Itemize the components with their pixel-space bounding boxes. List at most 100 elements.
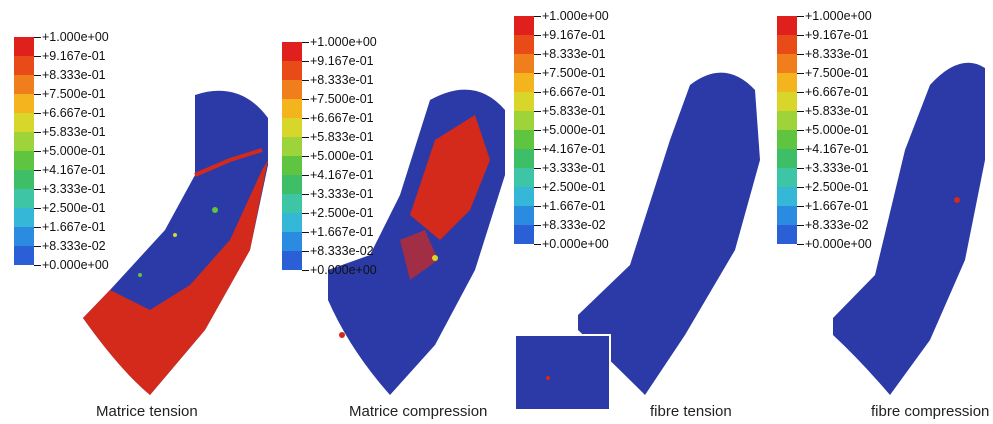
legend-value-label: +8.333e-02 (310, 244, 374, 258)
legend-color-band (514, 130, 534, 149)
legend-tick (34, 246, 41, 247)
legend-color-band (14, 170, 34, 189)
legend-color-band (777, 225, 797, 244)
legend-color-band (777, 168, 797, 187)
legend-color-band (282, 213, 302, 232)
legend-color-band (777, 149, 797, 168)
legend-tick (797, 54, 804, 55)
legend-value-label: +8.333e-01 (42, 68, 106, 82)
legend-tick (34, 75, 41, 76)
legend-tick (797, 130, 804, 131)
legend-color-band (777, 130, 797, 149)
legend-color-band (514, 16, 534, 35)
tube-model-matrice-compression (328, 89, 505, 395)
legend-tick (797, 111, 804, 112)
legend-color-band (14, 37, 34, 56)
caption-fibre-compression: fibre compression (871, 403, 990, 420)
legend-color-band (514, 73, 534, 92)
legend-tick (534, 187, 541, 188)
caption-matrice-tension: Matrice tension (96, 403, 198, 420)
legend-value-label: +1.667e-01 (310, 225, 374, 239)
legend-tick (302, 232, 309, 233)
legend-value-label: +8.333e-01 (805, 47, 869, 61)
legend-color-band (282, 194, 302, 213)
legend-value-label: +1.667e-01 (42, 220, 106, 234)
legend-value-label: +0.000e+00 (542, 237, 609, 251)
legend-color-band (777, 35, 797, 54)
panel-fibre-tension: +1.000e+00 +9.167e-01 +8.333e-01 +7.500e-01… (510, 0, 765, 424)
legend-value-label: +8.333e-02 (42, 239, 106, 253)
legend-tick (302, 175, 309, 176)
legend-value-label: +1.000e+00 (42, 30, 109, 44)
legend-tick (797, 206, 804, 207)
legend-value-label: +9.167e-01 (310, 54, 374, 68)
legend-tick (34, 189, 41, 190)
panel-fibre-compression: +1.000e+00 +9.167e-01 +8.333e-01 +7.500e-01… (765, 0, 993, 424)
legend-value-label: +7.500e-01 (542, 66, 606, 80)
legend-tick (534, 73, 541, 74)
legend-tick (534, 111, 541, 112)
legend-tick (534, 130, 541, 131)
legend-tick (797, 16, 804, 17)
legend-value-label: +7.500e-01 (805, 66, 869, 80)
legend-color-band (777, 111, 797, 130)
legend-value-label: +2.500e-01 (42, 201, 106, 215)
legend-value-label: +9.167e-01 (42, 49, 106, 63)
legend-tick (534, 225, 541, 226)
legend-color-band (282, 118, 302, 137)
legend-color-band (282, 232, 302, 251)
tube-model-matrice-tension (83, 90, 268, 396)
legend-value-label: +0.000e+00 (310, 263, 377, 277)
legend-value-label: +6.667e-01 (542, 85, 606, 99)
tube-model-fibre-tension (514, 72, 760, 411)
legend-color-band (777, 187, 797, 206)
legend-tick (302, 213, 309, 214)
legend-value-label: +4.167e-01 (542, 142, 606, 156)
legend-value-label: +0.000e+00 (42, 258, 109, 272)
legend-value-label: +7.500e-01 (42, 87, 106, 101)
legend-color-band (14, 132, 34, 151)
legend-tick (302, 80, 309, 81)
legend-color-band (282, 99, 302, 118)
legend-tick (34, 208, 41, 209)
legend-value-label: +5.833e-01 (310, 130, 374, 144)
legend-tick (797, 187, 804, 188)
legend-value-label: +5.000e-01 (310, 149, 374, 163)
legend-tick (534, 16, 541, 17)
legend-color-band (282, 61, 302, 80)
legend-color-band (777, 92, 797, 111)
legend-color-band (777, 16, 797, 35)
legend-value-label: +9.167e-01 (542, 28, 606, 42)
legend-tick (302, 42, 309, 43)
legend-value-label: +7.500e-01 (310, 92, 374, 106)
legend-tick (34, 265, 41, 266)
legend-color-band (514, 92, 534, 111)
legend-tick (534, 206, 541, 207)
legend-value-label: +2.500e-01 (310, 206, 374, 220)
legend-tick (797, 73, 804, 74)
legend-tick (34, 56, 41, 57)
legend-color-band (514, 35, 534, 54)
legend-tick (302, 270, 309, 271)
legend-color-band (514, 206, 534, 225)
legend-value-label: +8.333e-01 (310, 73, 374, 87)
legend-value-label: +5.000e-01 (805, 123, 869, 137)
legend-tick (534, 168, 541, 169)
legend-value-label: +3.333e-01 (542, 161, 606, 175)
legend-color-band (14, 75, 34, 94)
legend-tick (797, 149, 804, 150)
legend-value-label: +5.000e-01 (542, 123, 606, 137)
legend-tick (34, 94, 41, 95)
legend-color-band (514, 54, 534, 73)
legend-tick (302, 61, 309, 62)
legend-color-band (777, 206, 797, 225)
legend-tick (34, 151, 41, 152)
panel-matrice-tension: +1.000e+00 +9.167e-01 +8.333e-01 +7.500e-01… (0, 0, 268, 424)
legend-value-label: +3.333e-01 (42, 182, 106, 196)
legend-color-band (514, 187, 534, 206)
legend-color-band (14, 227, 34, 246)
tube-model-fibre-compression (833, 62, 985, 395)
legend-tick (34, 170, 41, 171)
legend-color-band (14, 113, 34, 132)
legend-tick (797, 244, 804, 245)
